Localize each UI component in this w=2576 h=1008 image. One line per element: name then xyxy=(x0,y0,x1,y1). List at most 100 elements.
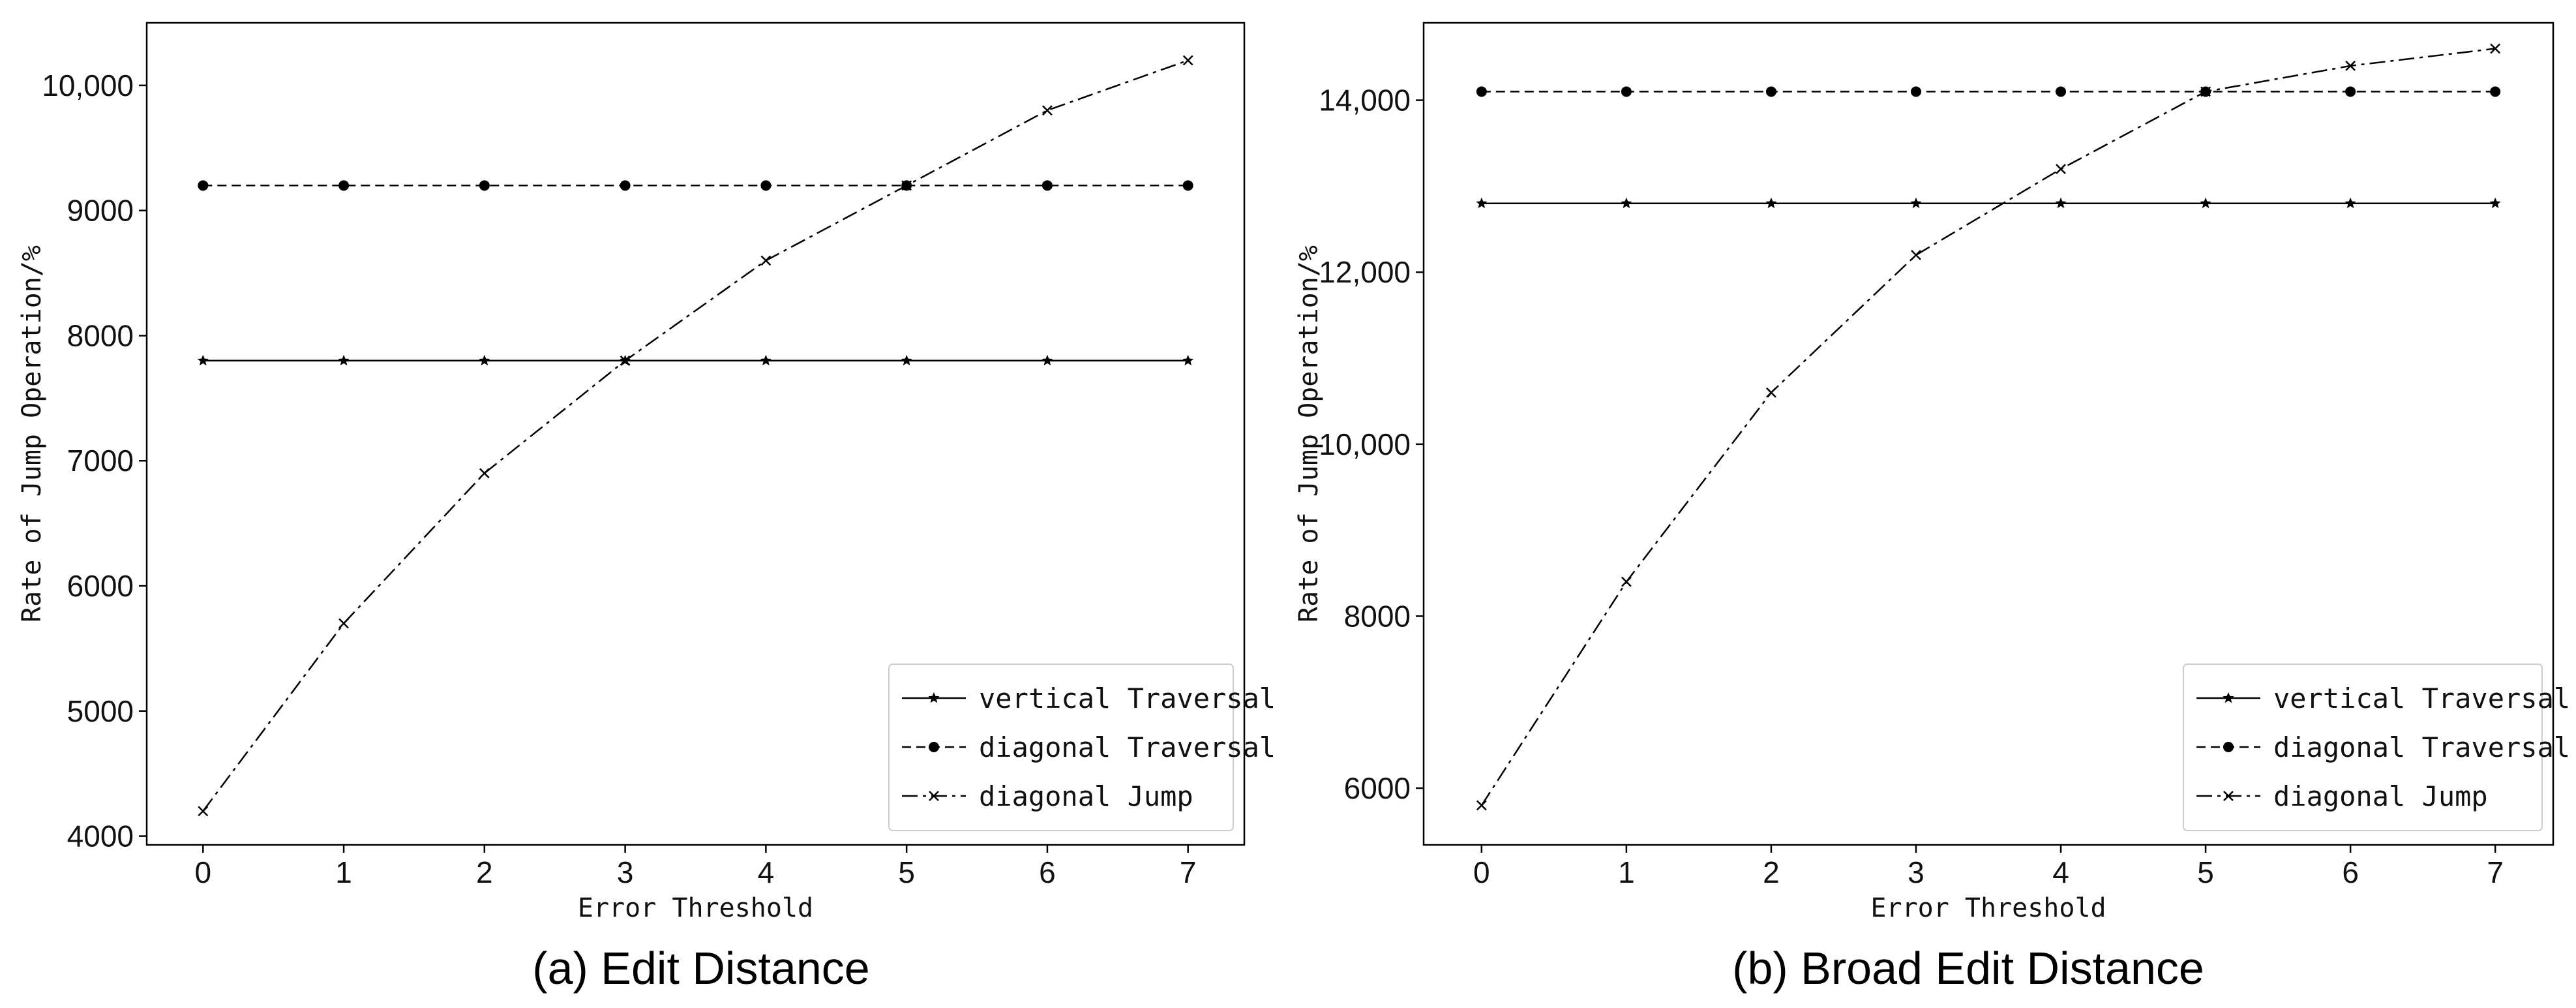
chart-1-x-tick-label: 0 xyxy=(195,855,212,889)
chart-1-series-3-line xyxy=(202,59,1189,812)
chart-2-series-3-point xyxy=(2200,86,2211,97)
chart-1-series-1 xyxy=(197,354,1194,366)
chart-1-series-3-point xyxy=(479,468,490,479)
chart-2-series-3-point xyxy=(1911,249,1921,260)
chart-2-series-1-point xyxy=(2489,197,2501,209)
chart-2-x-tick-label: 7 xyxy=(2487,855,2504,889)
chart-2-plot-frame xyxy=(1422,22,2554,846)
chart-2-series-1 xyxy=(1476,197,2501,209)
chart-2-y-tick-label: 14,000 xyxy=(1319,84,1411,117)
chart-2-legend-box xyxy=(2183,664,2543,831)
chart-1-series-3-point xyxy=(901,180,912,191)
chart-1-y-tick-label: 9000 xyxy=(67,194,134,228)
chart-2-y-tick-label: 6000 xyxy=(1344,771,1411,805)
chart-1-plot-frame xyxy=(145,22,1246,846)
chart-2-x-tick-label: 6 xyxy=(2342,855,2359,889)
chart-1-series-2-point xyxy=(1041,180,1053,191)
chart-1-x-tick-label: 7 xyxy=(1180,855,1197,889)
chart-1-x-tick-label: 3 xyxy=(617,855,634,889)
chart-1-x-tick-label: 4 xyxy=(758,855,775,889)
chart-1-x-tick-label: 6 xyxy=(1039,855,1056,889)
chart-2-series-1-point xyxy=(2200,197,2211,209)
chart-2-series-1-point xyxy=(1765,197,1777,209)
chart-2-x-tick-label: 3 xyxy=(1908,855,1925,889)
chart-2-series-1-point xyxy=(1476,197,1488,209)
chart-1-series-1-point xyxy=(760,354,771,366)
chart-2-series-1-point xyxy=(1910,197,1922,209)
chart-1-series-2-point xyxy=(338,180,350,191)
chart-2-x-tick-label: 0 xyxy=(1473,855,1490,889)
chart-2-series-1-point xyxy=(2344,197,2356,209)
chart-2-series-2-point xyxy=(2490,86,2501,97)
chart-1-series-3-point xyxy=(1042,105,1053,116)
chart-1-y-tick-label: 6000 xyxy=(67,569,134,603)
chart-1-y-tick-label: 4000 xyxy=(67,819,134,853)
chart-1-series-2-point xyxy=(479,180,490,191)
chart-2-x-axis-label: Error Threshold xyxy=(1870,893,2106,923)
chart-1-series-2-point xyxy=(760,180,771,191)
chart-1-series-3 xyxy=(198,55,1193,817)
chart-1-series-2-point xyxy=(1182,180,1193,191)
chart-2-legend-marker-1 xyxy=(2223,692,2234,703)
chart-2-legend: vertical Traversal diagonal Traversal diag… xyxy=(2183,664,2570,831)
chart-2-legend-label-3: diagonal Jump xyxy=(2273,780,2488,812)
chart-2-caption: (b) Broad Edit Distance xyxy=(1732,943,2204,994)
chart-1-legend-marker-2 xyxy=(929,742,939,752)
chart-2-y-tick-label: 8000 xyxy=(1344,599,1411,633)
chart-1-series-3-point xyxy=(1182,55,1193,66)
chart-1-x-tick-label: 5 xyxy=(898,855,915,889)
chart-1-series-3-point xyxy=(760,255,771,266)
chart-2-series-3-point xyxy=(2056,164,2066,174)
chart-1-x-tick-label: 1 xyxy=(335,855,352,889)
chart-1-legend: vertical Traversal diagonal Traversal diag… xyxy=(888,664,1276,831)
chart-1-series-3-point xyxy=(198,806,209,817)
chart-1-series-1-point xyxy=(1182,354,1194,366)
chart-1-legend-label-2: diagonal Traversal xyxy=(979,731,1276,763)
chart-2-series-3-line xyxy=(1480,48,2496,806)
chart-1-y-tick-label: 8000 xyxy=(67,318,134,352)
chart-1-series-1-point xyxy=(1041,354,1053,366)
chart-1-series-2 xyxy=(198,180,1193,191)
chart-2-x-tick-label: 2 xyxy=(1763,855,1780,889)
chart-2-legend-label-2: diagonal Traversal xyxy=(2273,731,2570,763)
chart-1-legend-label-1: vertical Traversal xyxy=(979,682,1276,714)
chart-2-series-3-point xyxy=(1621,576,1632,587)
chart-1-series-3-point xyxy=(338,618,349,629)
chart-2-legend-marker-2 xyxy=(2223,742,2234,752)
chart-1-series-1-point xyxy=(197,354,209,366)
chart-1-legend-label-3: diagonal Jump xyxy=(979,780,1193,812)
chart-1-legend-box xyxy=(888,664,1234,831)
chart-1-series-2-point xyxy=(198,180,209,191)
chart-1-y-axis-label: Rate of Jump Operation/% xyxy=(17,245,47,622)
chart-2-series-2-point xyxy=(2345,86,2356,97)
chart-2-series-3-point xyxy=(2490,43,2501,54)
chart-1-series-1-point xyxy=(901,354,912,366)
chart-1: 0 1 2 3 4 5 6 7 4000 5000 6000 7000 8000 9000 10,000 Er… xyxy=(17,22,1276,994)
chart-1-legend-marker-3 xyxy=(929,791,939,801)
chart-2-x-tick-label: 4 xyxy=(2052,855,2069,889)
chart-2-x-tick-label: 5 xyxy=(2197,855,2214,889)
chart-1-series-1-point xyxy=(479,354,490,366)
chart-1-series-3-point xyxy=(620,355,631,366)
chart-2-legend-label-1: vertical Traversal xyxy=(2273,682,2570,714)
chart-1-x-tick-label: 2 xyxy=(476,855,493,889)
chart-2-x-tick-label: 1 xyxy=(1618,855,1635,889)
chart-2-series-3 xyxy=(1476,43,2501,811)
chart-1-series-2-point xyxy=(620,180,631,191)
chart-2-y-tick-label: 12,000 xyxy=(1319,255,1411,289)
chart-1-legend-marker-1 xyxy=(928,692,940,703)
chart-2-series-3-point xyxy=(2345,61,2356,71)
chart-1-caption: (a) Edit Distance xyxy=(532,943,869,994)
chart-1-x-axis-label: Error Threshold xyxy=(578,893,813,923)
chart-2-series-3-point xyxy=(1476,800,1487,811)
chart-2: 0 1 2 3 4 5 6 7 6000 8000 10,000 12,000 14,000 Error … xyxy=(1294,22,2570,994)
chart-2-series-2-point xyxy=(1621,86,1632,97)
chart-2-series-2-point xyxy=(1765,86,1776,97)
chart-2-series-1-point xyxy=(1621,197,1632,209)
chart-1-y-tick-label: 7000 xyxy=(67,444,134,478)
chart-1-y-tick-label: 10,000 xyxy=(42,69,134,102)
chart-2-series-2-point xyxy=(2056,86,2067,97)
chart-2-series-1-point xyxy=(2055,197,2067,209)
chart-2-series-2-point xyxy=(1910,86,1921,97)
